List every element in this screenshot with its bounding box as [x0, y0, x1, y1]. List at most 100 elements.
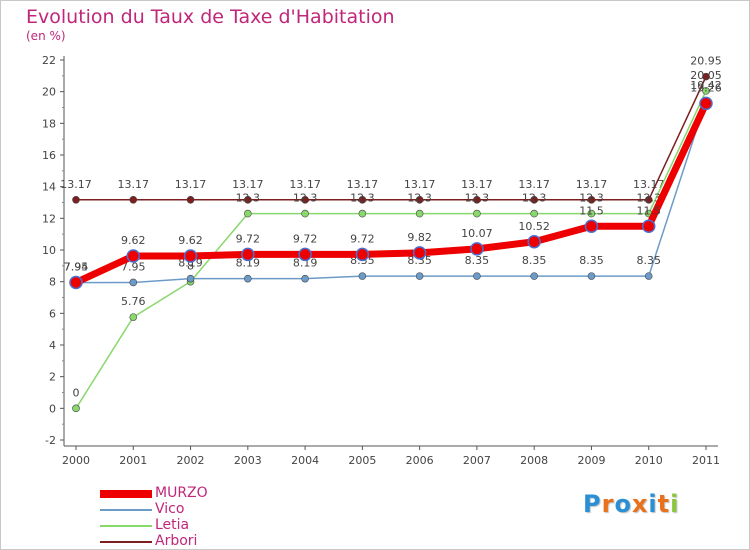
point-letia — [358, 209, 367, 218]
logo-letter: x — [631, 490, 649, 518]
legend-swatch-vico — [100, 509, 152, 511]
data-label-vico: 7.94 — [64, 261, 89, 274]
x-tick-label: 2006 — [406, 454, 434, 467]
data-label-vico: 8.35 — [465, 254, 490, 267]
data-label-murzo: 9.82 — [407, 231, 432, 244]
data-label-murzo: 9.72 — [293, 232, 318, 245]
point-arbori — [301, 196, 309, 204]
legend-swatch-arbori — [100, 541, 152, 543]
point-arbori — [587, 196, 596, 204]
y-tick-label: 2 — [49, 371, 56, 384]
point-murzo — [298, 247, 312, 262]
data-label-arbori: 13.17 — [175, 178, 207, 191]
point-letia — [587, 209, 596, 218]
x-tick-label: 2001 — [119, 454, 147, 467]
data-label-arbori: 13.17 — [461, 178, 493, 191]
x-tick-label: 2008 — [520, 454, 548, 467]
data-label-vico: 8.19 — [178, 257, 203, 270]
data-label-murzo: 19.26 — [690, 81, 722, 94]
data-label-arbori: 13.17 — [576, 178, 608, 191]
data-label-arbori: 13.17 — [404, 178, 436, 191]
y-tick-label: 8 — [49, 276, 56, 289]
data-label-arbori: 13.17 — [347, 178, 379, 191]
point-murzo — [126, 249, 141, 263]
logo-letter: P — [583, 490, 602, 518]
x-tick-label: 2004 — [291, 454, 319, 467]
data-label-arbori: 13.17 — [60, 178, 92, 191]
point-arbori — [129, 196, 138, 204]
data-label-arbori: 13.17 — [118, 178, 150, 191]
point-vico — [530, 272, 538, 280]
chart-subtitle: (en %) — [26, 29, 66, 43]
y-tick-label: 20 — [42, 86, 56, 99]
legend-swatch-murzo — [100, 490, 152, 498]
x-tick-label: 2005 — [348, 454, 376, 467]
data-label-vico: 7.95 — [121, 260, 146, 273]
point-murzo — [470, 242, 484, 256]
point-murzo — [527, 235, 541, 249]
series-line-letia — [75, 90, 707, 410]
data-label-vico: 8.35 — [407, 254, 432, 267]
data-label-arbori: 13.17 — [289, 178, 321, 191]
point-arbori — [644, 196, 653, 204]
series-line-vico — [75, 100, 707, 284]
data-label-letia: 12.3 — [465, 192, 490, 205]
x-tick-label: 2009 — [577, 454, 605, 467]
point-letia — [72, 404, 80, 413]
point-letia — [415, 209, 424, 218]
logo-letter: r — [601, 490, 615, 518]
data-label-vico: 8.19 — [236, 257, 261, 270]
point-vico — [473, 272, 481, 280]
logo-letter: i — [670, 490, 680, 518]
data-label-murzo: 10.07 — [461, 227, 493, 240]
data-label-murzo: 11.5 — [636, 204, 661, 217]
data-label-murzo: 10.52 — [518, 220, 550, 233]
data-label-murzo: 9.72 — [350, 232, 375, 245]
point-arbori — [186, 196, 195, 204]
series-line-arbori — [75, 75, 707, 201]
data-label-letia: 12.3 — [350, 192, 375, 205]
point-arbori — [358, 196, 367, 204]
x-tick-label: 2011 — [692, 454, 720, 467]
x-tick-label: 2007 — [463, 454, 491, 467]
point-letia — [702, 87, 710, 95]
y-tick-label: 6 — [49, 307, 56, 320]
data-label-murzo: 9.72 — [236, 232, 261, 245]
point-murzo — [641, 219, 656, 233]
point-vico — [644, 272, 653, 280]
data-label-letia: 12.3 — [236, 192, 261, 205]
data-label-letia: 12.3 — [636, 192, 661, 205]
legend-label-murzo: MURZO — [155, 485, 208, 501]
data-label-letia: 5.76 — [121, 295, 146, 308]
data-label-arbori: 13.17 — [633, 178, 665, 191]
x-tick-label: 2002 — [177, 454, 205, 467]
y-tick-label: 12 — [42, 212, 56, 225]
data-label-letia: 12.3 — [522, 192, 547, 205]
data-label-murzo: 7.95 — [64, 260, 89, 273]
data-label-arbori: 13.17 — [518, 178, 550, 191]
point-vico — [358, 272, 367, 280]
point-vico — [415, 272, 424, 280]
point-vico — [587, 272, 596, 280]
y-tick-label: 0 — [49, 402, 56, 415]
data-label-vico: 19.42 — [690, 79, 722, 92]
data-label-arbori: 13.17 — [232, 178, 264, 191]
point-letia — [530, 209, 538, 218]
point-vico — [129, 278, 138, 287]
data-label-murzo: 11.5 — [579, 204, 604, 217]
point-vico — [244, 274, 252, 283]
point-arbori — [415, 196, 424, 204]
data-label-letia: 12.3 — [579, 192, 604, 205]
point-murzo — [699, 96, 713, 111]
data-label-vico: 8.35 — [636, 254, 661, 267]
data-label-arbori: 20.95 — [690, 55, 722, 68]
y-tick-label: 16 — [42, 149, 56, 162]
y-tick-label: 4 — [49, 339, 56, 352]
y-tick-label: 18 — [42, 117, 56, 130]
data-label-letia: 0 — [73, 386, 80, 399]
y-tick-label: 14 — [42, 181, 56, 194]
legend-label-letia: Letia — [155, 517, 190, 533]
legend-label-arbori: Arbori — [155, 533, 198, 549]
point-arbori — [244, 196, 252, 204]
